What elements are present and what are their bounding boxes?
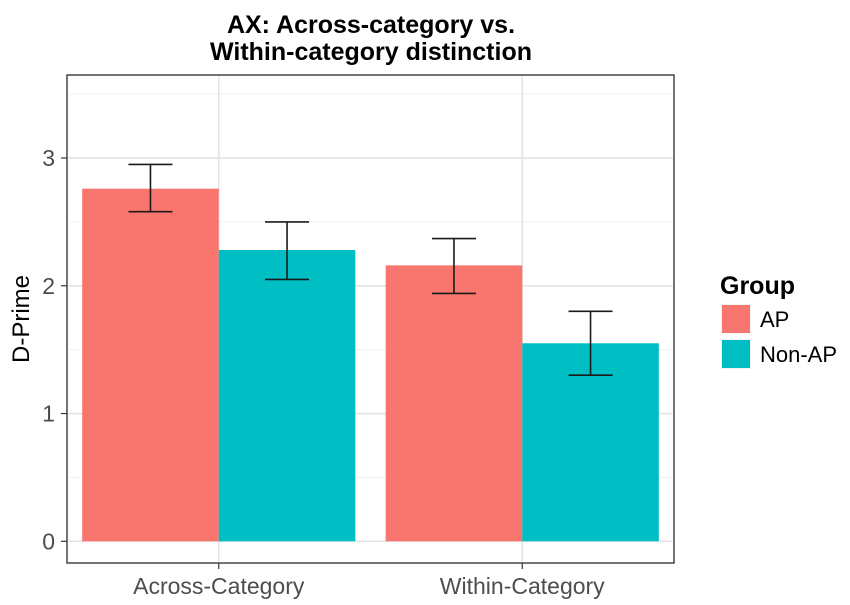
y-axis-label: D-Prime <box>8 275 35 363</box>
legend-label-AP: AP <box>760 307 789 332</box>
bar-Non-AP-Within-Category <box>522 343 659 542</box>
plot-border <box>66 74 675 564</box>
legend-label-Non-AP: Non-AP <box>760 342 837 367</box>
legend-swatch-AP <box>722 305 750 333</box>
legend-swatch-Non-AP <box>722 340 750 368</box>
y-tick-label: 1 <box>42 401 55 427</box>
error-bars <box>128 163 613 377</box>
x-tick-label: Within-Category <box>440 573 605 599</box>
bar-Non-AP-Across-Category <box>218 250 356 542</box>
legend-title: Group <box>720 272 795 300</box>
chart-title-line-1: AX: Across-category vs. <box>227 11 515 39</box>
bar-AP-Across-Category <box>82 188 219 542</box>
bar-AP-Within-Category <box>385 265 523 542</box>
y-tick-label: 0 <box>42 528 55 554</box>
chart-title-line-2: Within-category distinction <box>210 38 532 66</box>
legend: Group AP Non-AP <box>720 272 837 369</box>
bars <box>82 188 659 542</box>
x-tick-label: Across-Category <box>133 573 305 599</box>
y-tick-label: 2 <box>42 273 55 299</box>
axes: 0 1 2 3 Across-Category Within-Category <box>42 74 675 599</box>
y-tick-label: 3 <box>42 145 55 171</box>
